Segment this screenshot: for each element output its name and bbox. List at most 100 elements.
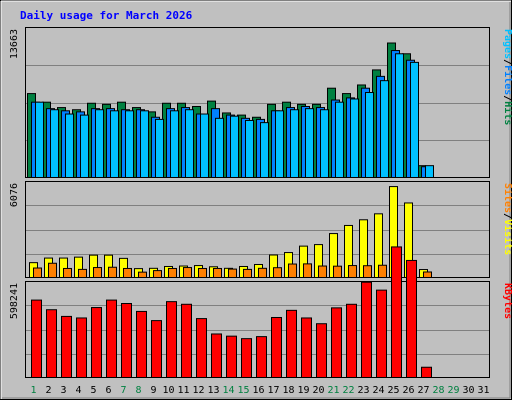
bar-sites-day-23 — [363, 265, 372, 279]
bar-pages-day-3 — [65, 113, 74, 178]
x-tick-label-day-18: 18 — [282, 385, 294, 396]
bar-pages-day-5 — [95, 109, 104, 178]
bar-pages-day-24 — [380, 80, 389, 178]
bar-kbytes-day-19 — [301, 317, 312, 378]
bar-kbytes-day-10 — [166, 301, 177, 379]
legend-entry: Hits — [502, 101, 512, 125]
x-tick-label-day-26: 26 — [402, 385, 414, 396]
x-tick-label-day-12: 12 — [192, 385, 204, 396]
bar-sites-day-22 — [348, 265, 357, 278]
bar-pages-day-17 — [275, 110, 284, 178]
x-tick-label-day-22: 22 — [342, 385, 354, 396]
bar-kbytes-day-16 — [256, 336, 267, 379]
bar-sites-day-9 — [153, 270, 162, 278]
bar-sites-day-18 — [288, 263, 297, 278]
x-tick-label-day-1: 1 — [30, 385, 36, 396]
bar-kbytes-day-1 — [31, 299, 42, 378]
panel-visits-sites-legend: Sites/Visits — [502, 183, 512, 255]
bar-kbytes-day-23 — [361, 281, 372, 378]
panel-visits-sites-ymax-label: 6076 — [9, 183, 20, 207]
x-tick-label-day-5: 5 — [90, 385, 96, 396]
x-tick-label-day-21: 21 — [327, 385, 339, 396]
legend-entry: KBytes — [502, 283, 512, 319]
bar-pages-day-16 — [260, 122, 269, 178]
bar-sites-day-5 — [93, 267, 102, 279]
bar-pages-day-2 — [50, 109, 59, 178]
bar-pages-day-14 — [230, 115, 239, 178]
bar-sites-day-7 — [123, 267, 132, 279]
bar-sites-day-21 — [333, 265, 342, 278]
x-tick-label-day-10: 10 — [162, 385, 174, 396]
bar-sites-day-6 — [108, 266, 117, 279]
bar-kbytes-day-3 — [61, 315, 72, 378]
bar-kbytes-day-4 — [76, 317, 87, 378]
bar-sites-day-17 — [273, 267, 282, 278]
bar-sites-day-27 — [423, 271, 432, 279]
bar-sites-day-14 — [228, 268, 237, 279]
bar-kbytes-day-18 — [286, 309, 297, 378]
bar-kbytes-day-27 — [421, 366, 432, 379]
bar-kbytes-day-26 — [406, 259, 417, 379]
bar-sites-day-16 — [258, 267, 267, 278]
panel-hits-files-pages-legend: Pages/Files/Hits — [502, 29, 512, 125]
x-tick-label-day-24: 24 — [372, 385, 384, 396]
bar-sites-day-4 — [78, 268, 87, 279]
bar-sites-day-10 — [168, 267, 177, 279]
bar-pages-day-19 — [305, 108, 314, 178]
bar-sites-day-11 — [183, 267, 192, 279]
x-tick-label-day-25: 25 — [387, 385, 399, 396]
bar-pages-day-10 — [170, 110, 179, 178]
x-tick-label-day-15: 15 — [237, 385, 249, 396]
bar-sites-day-1 — [33, 267, 42, 278]
x-tick-label-day-9: 9 — [150, 385, 156, 396]
bar-kbytes-day-2 — [46, 309, 57, 378]
legend-entry: Sites — [502, 183, 512, 213]
legend-entry: Pages — [502, 29, 512, 59]
x-tick-label-day-14: 14 — [222, 385, 234, 396]
x-tick-label-day-6: 6 — [105, 385, 111, 396]
bar-kbytes-day-7 — [121, 303, 132, 378]
x-tick-label-day-27: 27 — [417, 385, 429, 396]
bar-pages-day-7 — [125, 110, 134, 178]
x-tick-label-day-3: 3 — [60, 385, 66, 396]
x-tick-label-day-13: 13 — [207, 385, 219, 396]
x-tick-label-day-11: 11 — [177, 385, 189, 396]
x-tick-label-day-4: 4 — [75, 385, 81, 396]
chart-title: Daily usage for March 2026 — [20, 9, 193, 22]
bar-pages-day-9 — [155, 118, 164, 179]
panel-hits-files-pages-ymax-label: 13663 — [9, 29, 20, 59]
legend-entry: / — [502, 213, 512, 219]
bar-pages-day-15 — [245, 119, 254, 179]
bar-pages-day-1 — [35, 101, 44, 178]
x-tick-label-day-31: 31 — [477, 385, 489, 396]
bar-kbytes-day-20 — [316, 323, 327, 378]
bar-pages-day-20 — [320, 109, 329, 178]
bar-kbytes-day-14 — [226, 335, 237, 378]
bar-kbytes-day-17 — [271, 316, 282, 378]
panel-kbytes-ymax-label: 598241 — [9, 283, 20, 319]
bar-pages-day-8 — [140, 110, 149, 178]
legend-entry: Visits — [502, 219, 512, 255]
x-tick-label-day-28: 28 — [432, 385, 444, 396]
panel-kbytes-legend: KBytes — [502, 283, 512, 319]
bar-kbytes-day-8 — [136, 310, 147, 378]
x-tick-label-day-2: 2 — [45, 385, 51, 396]
x-tick-label-day-20: 20 — [312, 385, 324, 396]
bar-sites-day-20 — [318, 265, 327, 279]
bar-sites-day-12 — [198, 267, 207, 279]
bar-kbytes-day-25 — [391, 246, 402, 378]
bar-sites-day-8 — [138, 271, 147, 278]
bar-pages-day-11 — [185, 109, 194, 178]
bar-pages-day-27 — [425, 165, 434, 178]
bar-pages-day-13 — [215, 117, 224, 178]
bar-sites-day-2 — [48, 262, 57, 279]
bar-sites-day-19 — [303, 263, 312, 279]
x-tick-label-day-19: 19 — [297, 385, 309, 396]
bar-kbytes-day-15 — [241, 338, 252, 379]
x-tick-label-day-17: 17 — [267, 385, 279, 396]
x-tick-label-day-16: 16 — [252, 385, 264, 396]
bar-sites-day-13 — [213, 267, 222, 279]
bar-pages-day-25 — [395, 53, 404, 178]
bar-sites-day-15 — [243, 268, 252, 279]
